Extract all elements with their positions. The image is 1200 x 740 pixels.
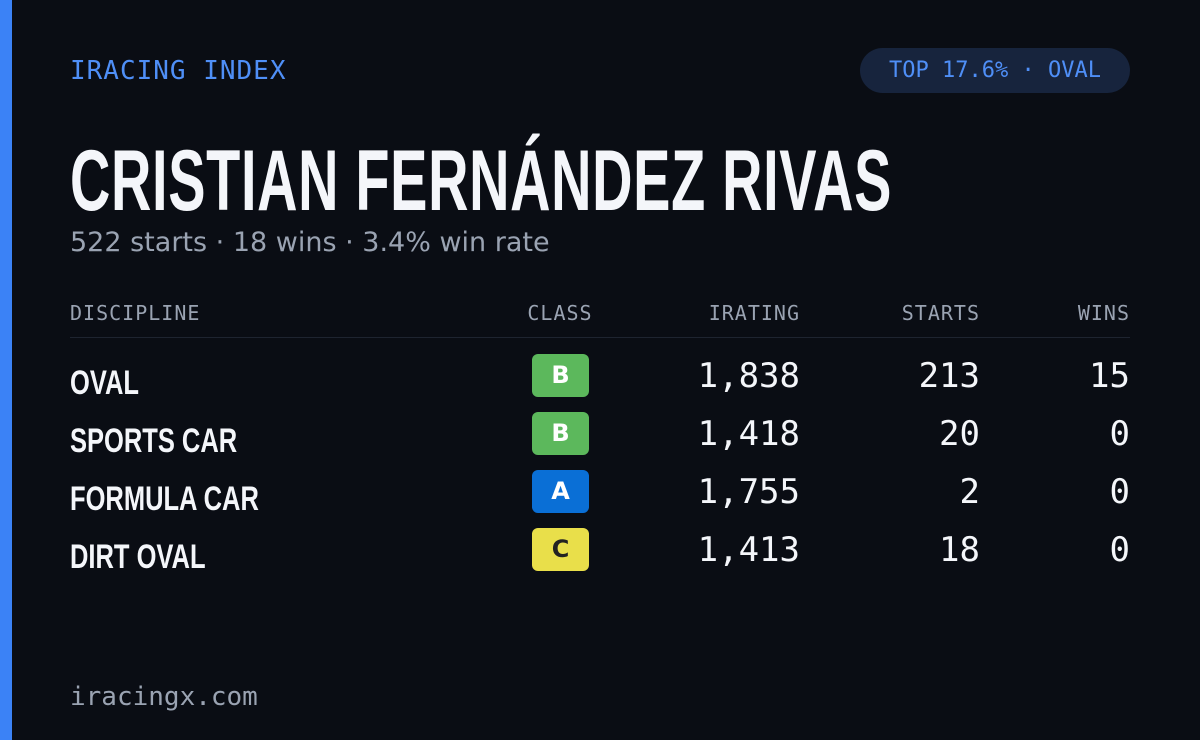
starts: 18: [939, 530, 980, 570]
irating: 1,418: [697, 414, 800, 454]
irating: 1,838: [697, 356, 800, 396]
class-badge: B: [532, 412, 589, 455]
wins: 15: [1089, 356, 1130, 396]
irating: 1,413: [697, 530, 800, 570]
rank-badge: TOP 17.6% · OVAL: [860, 48, 1130, 93]
starts: 2: [959, 472, 980, 512]
wins: 0: [1109, 472, 1130, 512]
discipline: OVAL: [70, 364, 139, 402]
irating: 1,755: [697, 472, 800, 512]
column-header: IRATING: [708, 301, 800, 325]
wins: 0: [1109, 530, 1130, 570]
starts: 213: [918, 356, 980, 396]
driver-name: CRISTIAN FERNÁNDEZ RIVAS: [70, 133, 893, 229]
starts: 20: [939, 414, 980, 454]
header-rule: [70, 337, 1130, 338]
brand: IRACING INDEX: [70, 56, 287, 86]
footer-site: iracingx.com: [70, 682, 258, 712]
discipline: DIRT OVAL: [70, 538, 206, 576]
column-header: CLASS: [527, 301, 593, 325]
class-badge: B: [532, 354, 589, 397]
class-badge: C: [532, 528, 589, 571]
column-header: DISCIPLINE: [70, 301, 201, 325]
discipline: FORMULA CAR: [70, 480, 259, 518]
column-header: WINS: [1077, 301, 1130, 325]
driver-summary: 522 starts · 18 wins · 3.4% win rate: [70, 227, 550, 258]
accent-bar: [0, 0, 12, 740]
column-header: STARTS: [901, 301, 980, 325]
discipline: SPORTS CAR: [70, 422, 238, 460]
wins: 0: [1109, 414, 1130, 454]
class-badge: A: [532, 470, 589, 513]
